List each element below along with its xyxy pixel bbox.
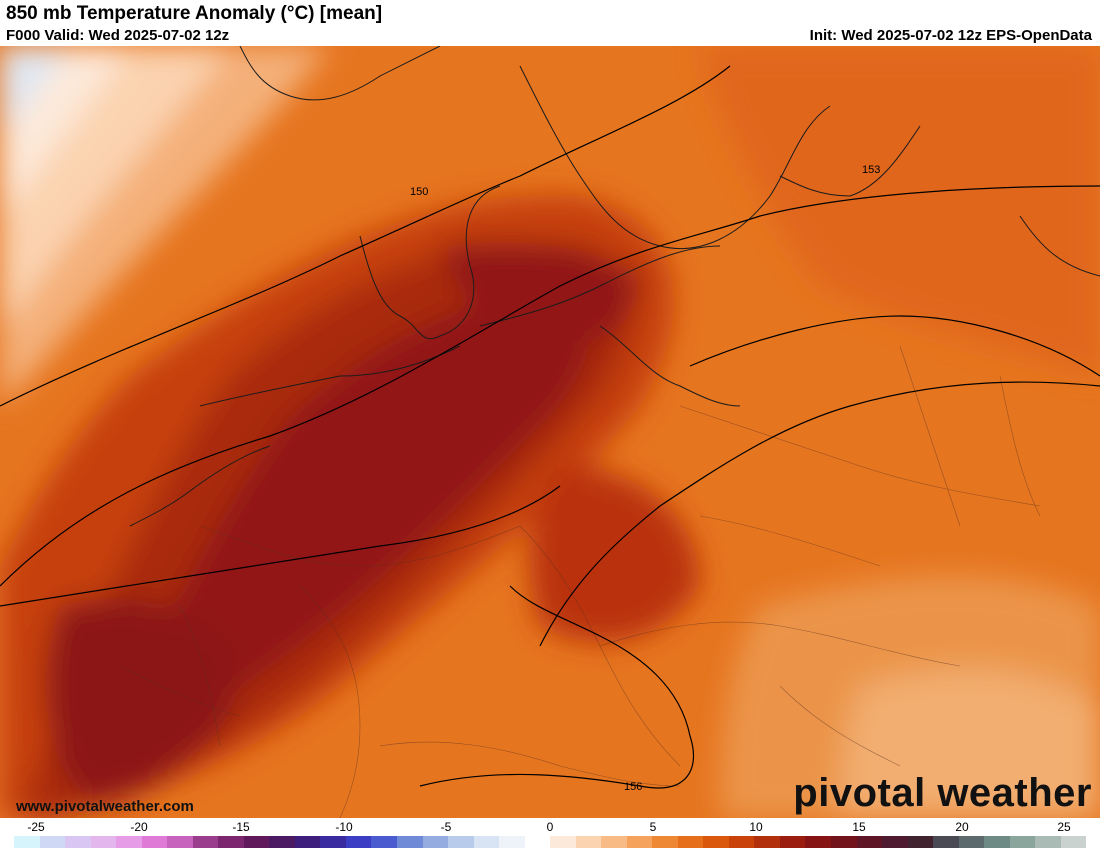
colorbar-ticks: -25 -20 -15 -10 -5 0 5 10 15 20 25 (0, 820, 1100, 834)
colorbar-swatch (218, 836, 244, 848)
colorbar-swatch (116, 836, 142, 848)
colorbar-swatch (984, 836, 1010, 848)
colorbar-tick: -15 (232, 820, 250, 834)
colorbar-swatch (499, 836, 525, 848)
colorbar-swatch (320, 836, 346, 848)
colorbar: -25 -20 -15 -10 -5 0 5 10 15 20 25 (0, 818, 1100, 850)
colorbar-swatch (958, 836, 985, 848)
colorbar-swatch (550, 836, 576, 848)
colorbar-tick: 20 (955, 820, 969, 834)
colorbar-tick: -20 (130, 820, 148, 834)
colorbar-swatch (882, 836, 908, 848)
colorbar-swatch (192, 836, 219, 848)
header: 850 mb Temperature Anomaly (°C) [mean] F… (0, 0, 1100, 46)
map-title: 850 mb Temperature Anomaly (°C) [mean] (6, 3, 383, 24)
colorbar-swatch (601, 836, 627, 848)
colorbar-swatch (345, 836, 372, 848)
colorbar-swatch (422, 836, 449, 848)
colorbar-swatch (805, 836, 831, 848)
colorbar-swatch (652, 836, 678, 848)
colorbar-tick: 25 (1057, 820, 1071, 834)
colorbar-swatch (1035, 836, 1061, 848)
colorbar-swatch (856, 836, 883, 848)
colorbar-swatch (907, 836, 934, 848)
colorbar-swatch (269, 836, 295, 848)
colorbar-swatch (473, 836, 500, 848)
colorbar-tick: -5 (440, 820, 452, 834)
colorbar-swatch (39, 836, 66, 848)
website-watermark: www.pivotalweather.com (16, 798, 194, 815)
colorbar-swatch (65, 836, 91, 848)
colorbar-tick: 5 (649, 820, 657, 834)
colorbar-swatch (728, 836, 755, 848)
colorbar-swatch (1060, 836, 1087, 848)
contour-label-150: 150 (410, 186, 428, 198)
colorbar-swatch (779, 836, 806, 848)
colorbar-swatch (524, 836, 551, 848)
colorbar-swatch (396, 836, 423, 848)
colorbar-swatch (14, 836, 40, 848)
valid-time: F000 Valid: Wed 2025-07-02 12z (6, 27, 230, 44)
colorbar-tick: -10 (335, 820, 353, 834)
colorbar-swatch (167, 836, 193, 848)
colorbar-tick: 0 (546, 820, 554, 834)
colorbar-swatch (933, 836, 959, 848)
colorbar-swatch (294, 836, 321, 848)
pivotal-weather-logo: pivotal weather (793, 771, 1092, 815)
colorbar-swatch (831, 836, 857, 848)
colorbar-swatch (1009, 836, 1036, 848)
colorbar-swatch (141, 836, 168, 848)
colorbar-swatch (90, 836, 117, 848)
height-contours (0, 65, 1100, 789)
colorbar-swatch (677, 836, 704, 848)
init-time: Init: Wed 2025-07-02 12z EPS-OpenData (809, 27, 1092, 44)
borders (119, 345, 1041, 818)
colorbar-tick: 15 (852, 820, 866, 834)
colorbar-swatch (703, 836, 729, 848)
anomaly-shading (0, 46, 1100, 818)
coastlines (129, 46, 1100, 527)
contour-label-153: 153 (862, 164, 880, 176)
colorbar-swatches (14, 836, 1087, 848)
colorbar-swatch (448, 836, 474, 848)
colorbar-swatch (575, 836, 602, 848)
colorbar-tick: 10 (749, 820, 763, 834)
colorbar-tick: -25 (27, 820, 45, 834)
anomaly-map[interactable]: 150 153 156 www.pivotalweather.com pivot… (0, 46, 1100, 818)
contour-label-156: 156 (624, 781, 642, 793)
colorbar-swatch (754, 836, 780, 848)
colorbar-swatch (243, 836, 270, 848)
colorbar-swatch (371, 836, 397, 848)
map-canvas: 150 153 156 (0, 46, 1100, 818)
colorbar-swatch (626, 836, 653, 848)
